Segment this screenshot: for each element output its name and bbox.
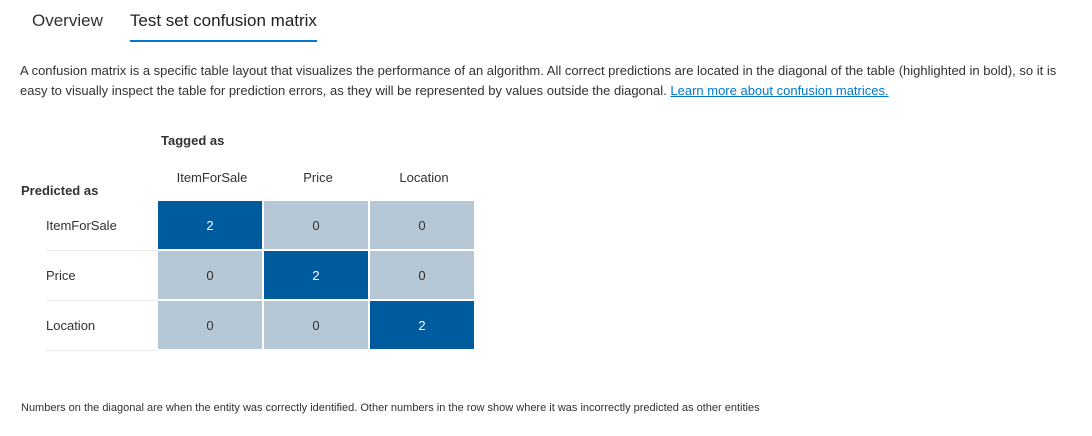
tab-bar: Overview Test set confusion matrix: [32, 6, 344, 42]
matrix-row: ItemForSale 2 0 0: [46, 201, 476, 251]
column-header-itemforsale: ItemForSale: [176, 170, 248, 185]
matrix-cell: 2: [264, 251, 368, 299]
tagged-as-heading: Tagged as: [161, 133, 225, 148]
footnote: Numbers on the diagonal are when the ent…: [21, 402, 760, 414]
description: A confusion matrix is a specific table l…: [20, 61, 1072, 101]
row-label-location: Location: [46, 301, 158, 351]
tab-overview[interactable]: Overview: [32, 11, 103, 30]
matrix-row: Price 0 2 0: [46, 251, 476, 301]
matrix-cell: 0: [370, 201, 474, 249]
matrix-cell: 0: [264, 301, 368, 349]
column-header-location: Location: [399, 170, 449, 185]
row-label-itemforsale: ItemForSale: [46, 201, 158, 251]
matrix-cell: 0: [158, 301, 262, 349]
column-header-price: Price: [303, 170, 333, 185]
matrix-row: Location 0 0 2: [46, 301, 476, 351]
predicted-as-heading: Predicted as: [21, 183, 99, 198]
column-headers: ItemForSale Price Location: [159, 170, 477, 185]
matrix-cell: 0: [370, 251, 474, 299]
matrix-cell: 2: [158, 201, 262, 249]
tab-test-set-confusion-matrix[interactable]: Test set confusion matrix: [129, 6, 318, 42]
matrix-cell: 2: [370, 301, 474, 349]
confusion-matrix: ItemForSale 2 0 0 Price 0 2 0 Location 0…: [46, 201, 476, 351]
matrix-cell: 0: [158, 251, 262, 299]
learn-more-link[interactable]: Learn more about confusion matrices.: [670, 83, 889, 98]
row-label-price: Price: [46, 251, 158, 301]
matrix-cell: 0: [264, 201, 368, 249]
description-text: A confusion matrix is a specific table l…: [20, 63, 1057, 98]
